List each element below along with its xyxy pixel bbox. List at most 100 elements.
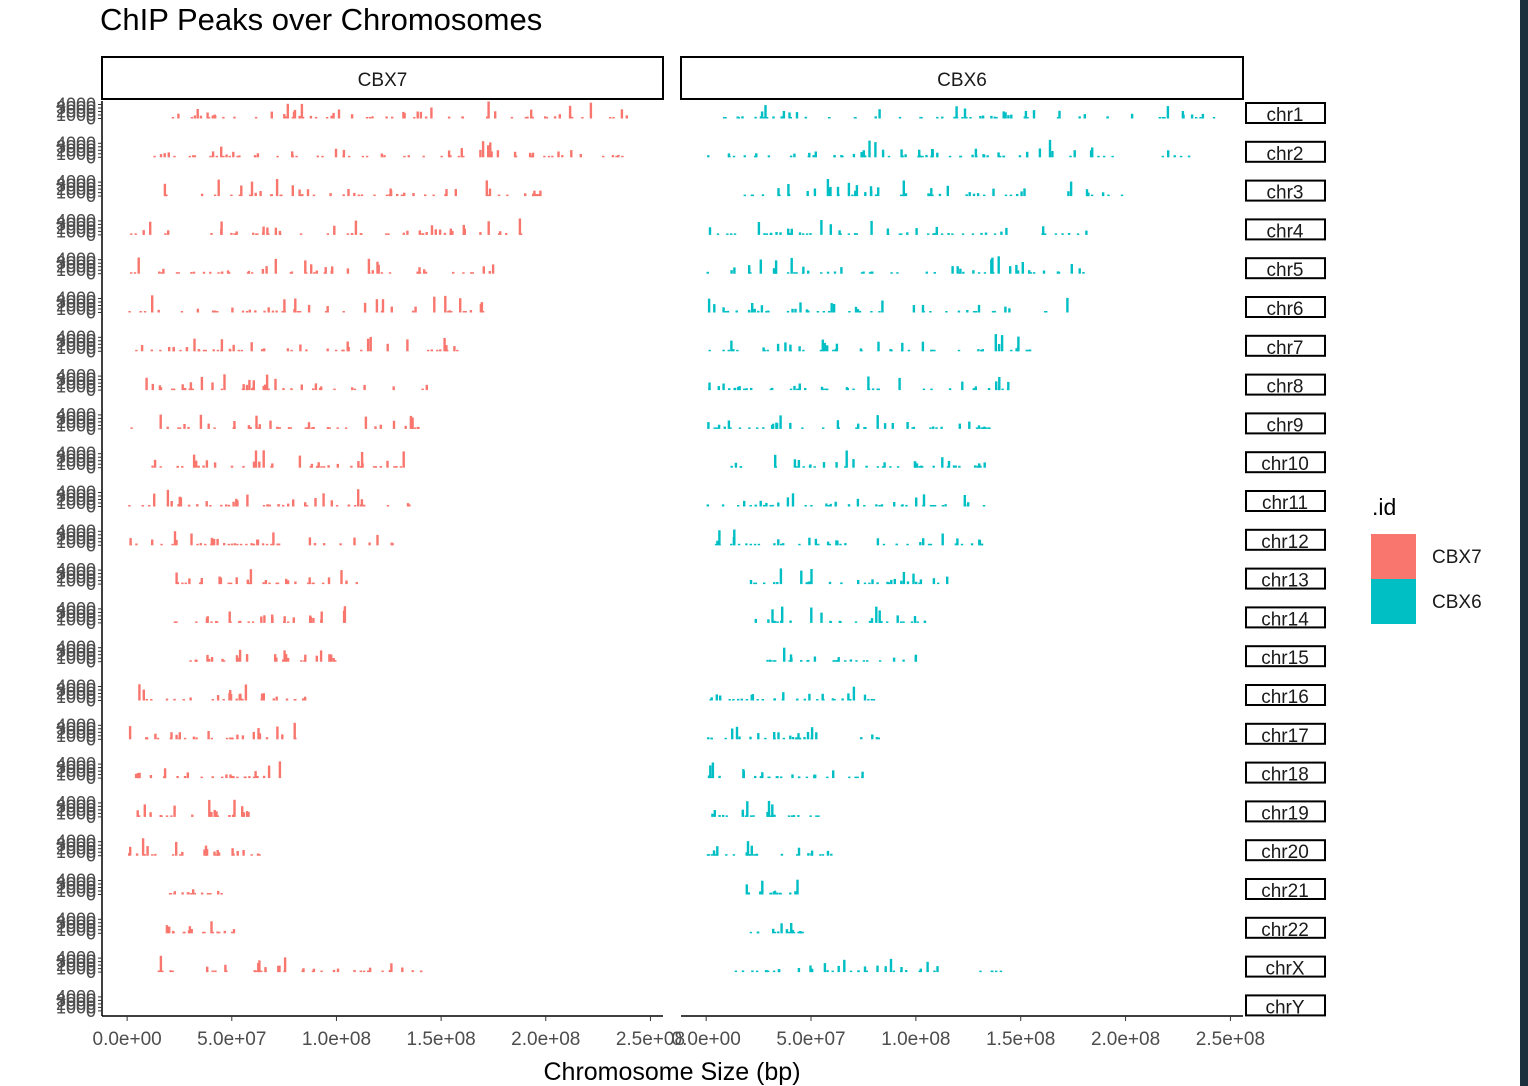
peak-bar-CBX6-chr14 [829,620,832,623]
peak-bar-CBX7-chr19 [149,812,152,817]
y-tick-label: 4000 [56,95,96,115]
peak-bar-CBX7-chr8 [392,386,395,391]
peak-bar-CBX6-chr3 [851,194,854,197]
peak-bar-CBX7-chr7 [204,349,207,352]
peak-bar-CBX6-chr11 [847,504,851,507]
peak-bar-CBX6-chr12 [718,530,721,546]
peak-bar-CBX6-chr2 [808,152,811,158]
peak-bar-CBX6-chr19 [797,815,800,817]
peak-bar-CBX6-chr8 [793,385,796,391]
peak-bar-CBX7-chr9 [177,427,180,429]
peak-bar-CBX6-chr2 [917,155,920,158]
peak-bar-CBX6-chr3 [751,194,754,197]
peak-bar-CBX7-chr8 [314,383,318,391]
peak-bar-CBX6-chr14 [900,621,903,623]
peak-bar-CBX7-chr5 [423,269,426,274]
peak-bar-CBX6-chr2 [1097,155,1100,158]
peak-bar-CBX7-chr3 [389,190,393,197]
peak-bar-CBX6-chr8 [867,376,870,391]
peak-bar-CBX6-chr5 [833,271,837,274]
peak-bar-CBX7-chr19 [241,806,244,817]
y-tick-label: 3000 [56,370,96,390]
peak-bar-CBX7-chr8 [242,384,245,391]
peak-bar-CBX6-chr16 [745,699,749,701]
peak-bar-CBX7-chr2 [222,155,225,158]
peak-bar-CBX7-chr18 [244,776,247,779]
peak-bar-CBX7-chr2 [490,151,493,158]
peak-bar-CBX7-chr1 [461,117,465,119]
peak-bar-CBX7-chr13 [229,582,233,585]
peak-bar-CBX7-chr2 [528,152,532,158]
peak-bar-CBX6-chr4 [847,233,851,235]
peak-bar-CBX6-chr15 [766,659,769,662]
peak-bar-CBX7-chr11 [305,505,309,507]
peak-bar-CBX7-chr13 [246,579,249,585]
peak-bar-CBX6-chr12 [798,543,801,546]
peak-bar-CBX7-chr9 [312,426,315,429]
peak-bar-CBX6-chr2 [1103,155,1106,158]
peak-bar-CBX7-chr13 [275,582,278,585]
peak-bar-CBX6-chr9 [779,415,782,429]
peak-bar-CBX6-chr13 [937,582,940,585]
peak-bar-CBX7-chr2 [557,151,560,158]
y-tick-label: 4000 [56,521,96,541]
peak-bar-CBX6-chr6 [921,304,925,313]
peak-bar-CBX7-chr20 [258,854,261,856]
peak-bar-CBX6-chr3 [899,194,903,197]
peak-bar-CBX6-chr11 [982,505,986,507]
peak-bar-CBX6-chr10 [932,465,935,468]
facet-row-strip-chr14 [1245,606,1326,629]
peak-bar-CBX6-chr8 [796,388,799,391]
peak-bar-CBX7-chr1 [171,117,175,119]
peak-bar-CBX6-chr12 [817,543,820,546]
peak-bar-CBX7-chr20 [135,853,139,856]
y-tick-label: 4000 [56,560,96,580]
peak-bar-CBX7-chr3 [485,180,488,197]
peak-bar-CBX7-chr8 [220,388,224,391]
peak-bar-CBX6-chr19 [771,815,774,817]
peak-bar-CBX7-chr14 [210,621,213,623]
peak-bar-CBX6-chr20 [750,845,753,856]
peak-bar-CBX7-chr3 [275,179,279,197]
peak-bar-CBX7-chr4 [167,230,170,235]
peak-bar-CBX6-chr15 [862,660,866,662]
peak-bar-CBX6-chr1 [741,116,744,119]
peak-bar-CBX6-chr4 [933,233,936,235]
peak-bar-CBX7-chr2 [514,155,518,158]
peak-bar-CBX6-chr15 [914,655,917,662]
peak-bar-CBX6-chr9 [857,423,860,429]
y-tick-label: 0 [86,380,96,400]
peak-bar-CBX6-chr7 [907,349,911,352]
peak-bar-CBX7-chrX [302,968,305,973]
peak-bar-CBX6-chr22 [749,931,753,934]
peak-bar-CBX7-chr1 [213,114,216,119]
peak-bar-CBX7-chr2 [460,148,463,158]
peak-bar-CBX7-chr8 [252,380,255,391]
peak-bar-CBX6-chr6 [722,307,725,313]
peak-bar-CBX7-chr10 [402,451,405,468]
peak-bar-CBX7-chr11 [304,502,307,507]
peak-bar-CBX6-chr17 [757,733,760,740]
peak-bar-CBX7-chr8 [263,384,267,391]
peak-bar-CBX7-chr16 [285,698,289,701]
peak-bar-CBX7-chr7 [140,345,144,352]
peak-bar-CBX7-chr3 [240,185,243,197]
peak-bar-CBX6-chr3 [761,194,765,197]
peak-bar-CBX6-chr8 [771,387,774,391]
peak-bar-CBX7-chr1 [589,102,593,119]
peak-bar-CBX7-chr12 [250,543,253,546]
peak-bar-CBX7-chr6 [414,306,417,313]
peak-bar-CBX7-chr1 [545,117,549,119]
y-tick-label: 1000 [56,377,96,397]
y-tick-label: 4000 [56,987,96,1007]
peak-bar-CBX6-chr9 [940,426,943,429]
peak-bar-CBX6-chr4 [1061,233,1064,235]
peak-bar-CBX6-chr7 [901,342,904,352]
peak-bar-CBX7-chrX [206,970,209,973]
peak-bar-CBX7-chr1 [526,116,529,119]
peak-bar-CBX7-chrX [332,969,336,973]
peak-bar-CBX6-chr6 [791,308,794,313]
peak-bar-CBX7-chrX [312,968,316,973]
y-tick-label: 4000 [56,638,96,658]
peak-bar-CBX7-chr1 [196,109,199,119]
